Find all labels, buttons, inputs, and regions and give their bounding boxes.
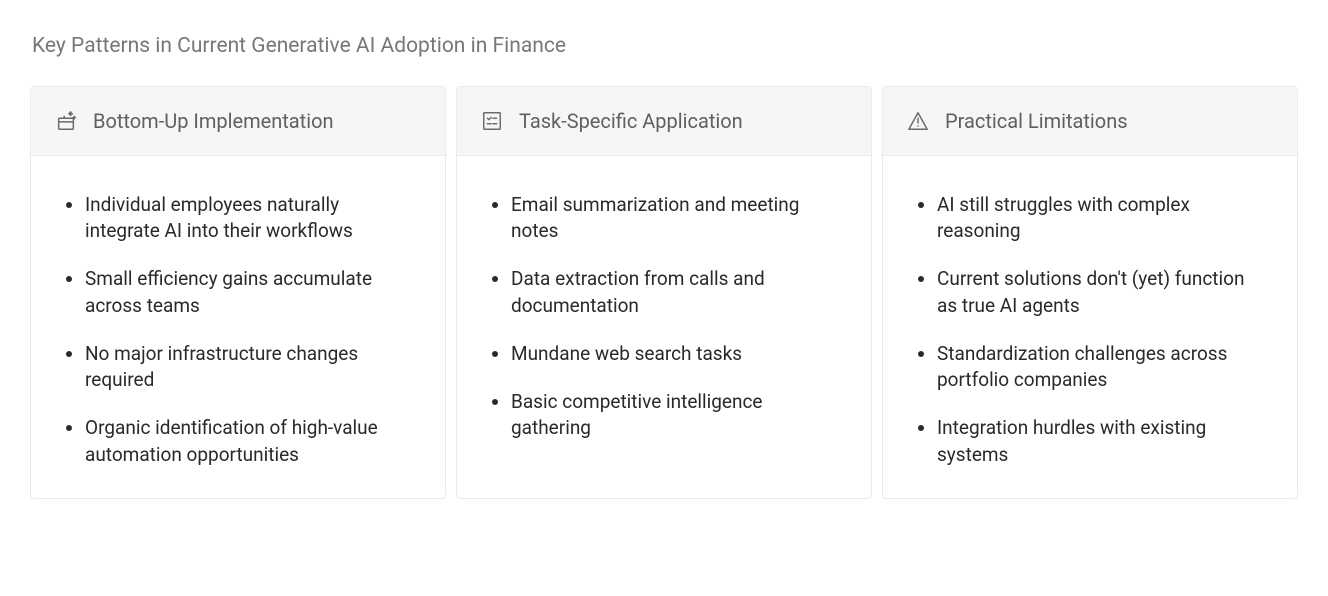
card-limitations: Practical Limitations AI still struggles…: [882, 86, 1298, 499]
item-list: AI still struggles with complex reasonin…: [911, 192, 1269, 468]
card-body: Email summarization and meeting notes Da…: [457, 156, 871, 472]
list-item: No major infrastructure changes required: [85, 341, 417, 393]
card-header: Task-Specific Application: [457, 87, 871, 156]
card-title: Bottom-Up Implementation: [93, 109, 334, 133]
card-header: Practical Limitations: [883, 87, 1297, 156]
checklist-icon: [481, 110, 503, 132]
item-list: Email summarization and meeting notes Da…: [485, 192, 843, 442]
card-body: Individual employees naturally integrate…: [31, 156, 445, 498]
sparkle-box-icon: [55, 110, 77, 132]
list-item: Organic identification of high-value aut…: [85, 415, 417, 467]
item-list: Individual employees naturally integrate…: [59, 192, 417, 468]
warning-icon: [907, 110, 929, 132]
card-title: Task-Specific Application: [519, 109, 743, 133]
card-title: Practical Limitations: [945, 109, 1128, 133]
list-item: Standardization challenges across portfo…: [937, 341, 1269, 393]
card-task-specific: Task-Specific Application Email summariz…: [456, 86, 872, 499]
card-row: Bottom-Up Implementation Individual empl…: [30, 86, 1298, 499]
page-title: Key Patterns in Current Generative AI Ad…: [32, 34, 1298, 58]
list-item: Small efficiency gains accumulate across…: [85, 266, 417, 318]
card-bottom-up: Bottom-Up Implementation Individual empl…: [30, 86, 446, 499]
list-item: Integration hurdles with existing system…: [937, 415, 1269, 467]
list-item: Data extraction from calls and documenta…: [511, 266, 843, 318]
list-item: Basic competitive intelligence gathering: [511, 389, 843, 441]
card-body: AI still struggles with complex reasonin…: [883, 156, 1297, 498]
list-item: Mundane web search tasks: [511, 341, 843, 367]
list-item: Current solutions don't (yet) function a…: [937, 266, 1269, 318]
infographic-container: Key Patterns in Current Generative AI Ad…: [0, 0, 1328, 499]
card-header: Bottom-Up Implementation: [31, 87, 445, 156]
list-item: AI still struggles with complex reasonin…: [937, 192, 1269, 244]
list-item: Email summarization and meeting notes: [511, 192, 843, 244]
list-item: Individual employees naturally integrate…: [85, 192, 417, 244]
